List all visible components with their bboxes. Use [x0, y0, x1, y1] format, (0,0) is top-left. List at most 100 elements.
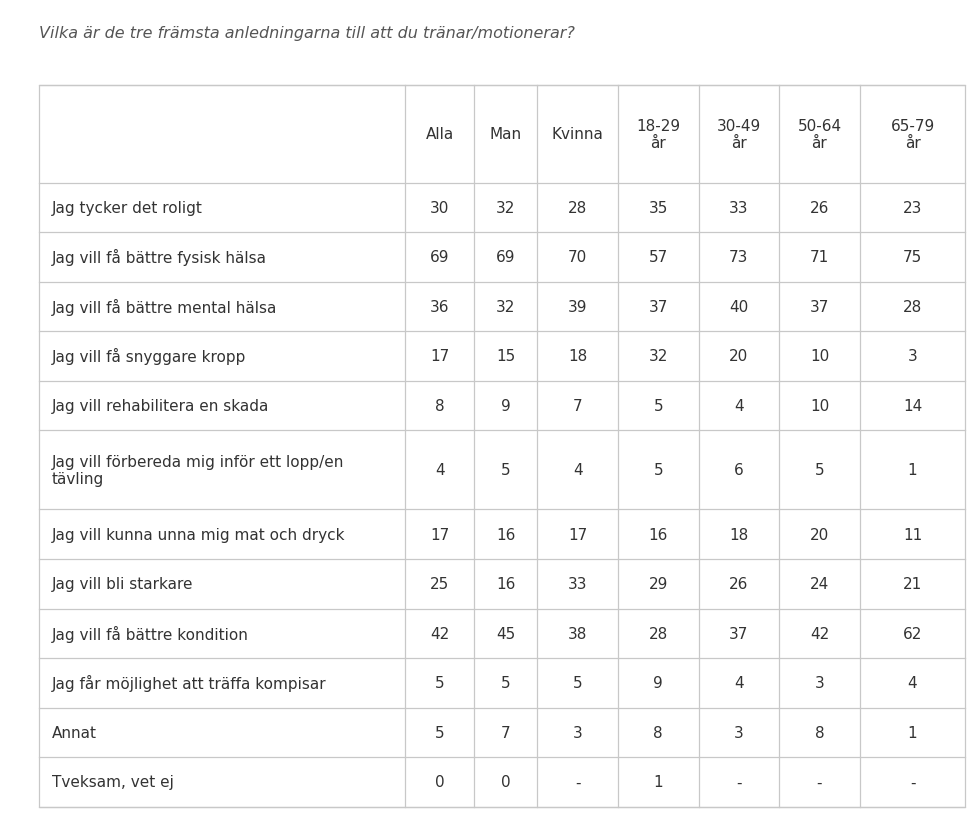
Text: 26: 26	[809, 201, 829, 215]
Text: 57: 57	[649, 250, 668, 265]
Text: 10: 10	[809, 349, 829, 364]
Text: 1: 1	[907, 463, 917, 477]
Text: 65-79
år: 65-79 år	[891, 119, 935, 151]
Text: 0: 0	[501, 775, 511, 790]
Text: 40: 40	[729, 300, 749, 314]
Text: 15: 15	[496, 349, 515, 364]
Text: Jag vill kunna unna mig mat och dryck: Jag vill kunna unna mig mat och dryck	[52, 527, 345, 542]
Text: Jag vill få snyggare kropp: Jag vill få snyggare kropp	[52, 348, 246, 365]
Text: 14: 14	[903, 399, 922, 414]
Text: Jag tycker det roligt: Jag tycker det roligt	[52, 201, 203, 215]
Text: 37: 37	[729, 626, 749, 641]
Text: 18: 18	[568, 349, 587, 364]
Text: 3: 3	[814, 676, 824, 690]
Text: 0: 0	[435, 775, 445, 790]
Text: 37: 37	[809, 300, 829, 314]
Text: 4: 4	[734, 399, 744, 414]
Text: 70: 70	[568, 250, 587, 265]
Text: 3: 3	[734, 725, 744, 740]
Text: Man: Man	[490, 127, 522, 143]
Text: 75: 75	[903, 250, 922, 265]
Text: 36: 36	[430, 300, 450, 314]
Text: 11: 11	[903, 527, 922, 542]
Text: 17: 17	[430, 349, 450, 364]
Text: 69: 69	[496, 250, 515, 265]
Text: Vilka är de tre främsta anledningarna till att du tränar/motionerar?: Vilka är de tre främsta anledningarna ti…	[39, 26, 575, 41]
Text: 5: 5	[654, 399, 663, 414]
Text: 32: 32	[649, 349, 668, 364]
Text: 24: 24	[809, 577, 829, 591]
Text: Jag vill få bättre fysisk hälsa: Jag vill få bättre fysisk hälsa	[52, 249, 267, 266]
Text: -: -	[575, 775, 580, 790]
Text: -: -	[909, 775, 915, 790]
Text: Tveksam, vet ej: Tveksam, vet ej	[52, 775, 173, 790]
Text: 17: 17	[568, 527, 587, 542]
Text: 37: 37	[649, 300, 668, 314]
Text: 20: 20	[729, 349, 749, 364]
Text: 16: 16	[649, 527, 668, 542]
Text: 8: 8	[435, 399, 445, 414]
Text: 5: 5	[435, 676, 445, 690]
Text: 4: 4	[907, 676, 917, 690]
Text: 5: 5	[814, 463, 824, 477]
Text: 10: 10	[809, 399, 829, 414]
Text: 16: 16	[496, 577, 515, 591]
Text: 28: 28	[568, 201, 587, 215]
Text: 26: 26	[729, 577, 749, 591]
Text: 25: 25	[430, 577, 450, 591]
Text: 5: 5	[573, 676, 582, 690]
Text: Jag vill få bättre mental hälsa: Jag vill få bättre mental hälsa	[52, 298, 277, 315]
Text: Jag får möjlighet att träffa kompisar: Jag får möjlighet att träffa kompisar	[52, 675, 326, 691]
Text: 7: 7	[501, 725, 511, 740]
Text: Annat: Annat	[52, 725, 97, 740]
Text: 69: 69	[430, 250, 450, 265]
Text: 4: 4	[573, 463, 582, 477]
Text: 17: 17	[430, 527, 450, 542]
Text: 32: 32	[496, 300, 515, 314]
Text: 16: 16	[496, 527, 515, 542]
Text: 18: 18	[729, 527, 749, 542]
Text: 28: 28	[903, 300, 922, 314]
Text: 3: 3	[907, 349, 917, 364]
Text: 33: 33	[568, 577, 587, 591]
Text: 18-29
år: 18-29 år	[636, 119, 680, 151]
Text: 3: 3	[573, 725, 582, 740]
Text: 73: 73	[729, 250, 749, 265]
Text: 62: 62	[903, 626, 922, 641]
Text: 30: 30	[430, 201, 450, 215]
Text: 42: 42	[430, 626, 450, 641]
Text: Jag vill bli starkare: Jag vill bli starkare	[52, 577, 193, 591]
Text: 4: 4	[734, 676, 744, 690]
Text: Kvinna: Kvinna	[552, 127, 604, 143]
Text: 6: 6	[734, 463, 744, 477]
Text: 32: 32	[496, 201, 515, 215]
Text: 71: 71	[809, 250, 829, 265]
Text: 20: 20	[809, 527, 829, 542]
Text: 23: 23	[903, 201, 922, 215]
Text: 38: 38	[568, 626, 587, 641]
Text: 5: 5	[501, 463, 511, 477]
Text: 33: 33	[729, 201, 749, 215]
Text: 28: 28	[649, 626, 668, 641]
Text: -: -	[736, 775, 742, 790]
Text: Jag vill rehabilitera en skada: Jag vill rehabilitera en skada	[52, 399, 270, 414]
Text: 8: 8	[654, 725, 663, 740]
Text: 21: 21	[903, 577, 922, 591]
Text: 5: 5	[501, 676, 511, 690]
Text: 9: 9	[654, 676, 663, 690]
Text: 42: 42	[809, 626, 829, 641]
Text: 39: 39	[568, 300, 587, 314]
Text: 5: 5	[435, 725, 445, 740]
Text: Alla: Alla	[425, 127, 454, 143]
Text: 35: 35	[649, 201, 668, 215]
Text: 45: 45	[496, 626, 515, 641]
Text: 4: 4	[435, 463, 445, 477]
Text: 5: 5	[654, 463, 663, 477]
Text: 30-49
år: 30-49 år	[716, 119, 761, 151]
Text: 1: 1	[907, 725, 917, 740]
Text: 1: 1	[654, 775, 663, 790]
Text: 29: 29	[649, 577, 668, 591]
Text: 50-64
år: 50-64 år	[798, 119, 842, 151]
Text: 7: 7	[573, 399, 582, 414]
Text: Jag vill förbereda mig inför ett lopp/en
tävling: Jag vill förbereda mig inför ett lopp/en…	[52, 454, 344, 486]
